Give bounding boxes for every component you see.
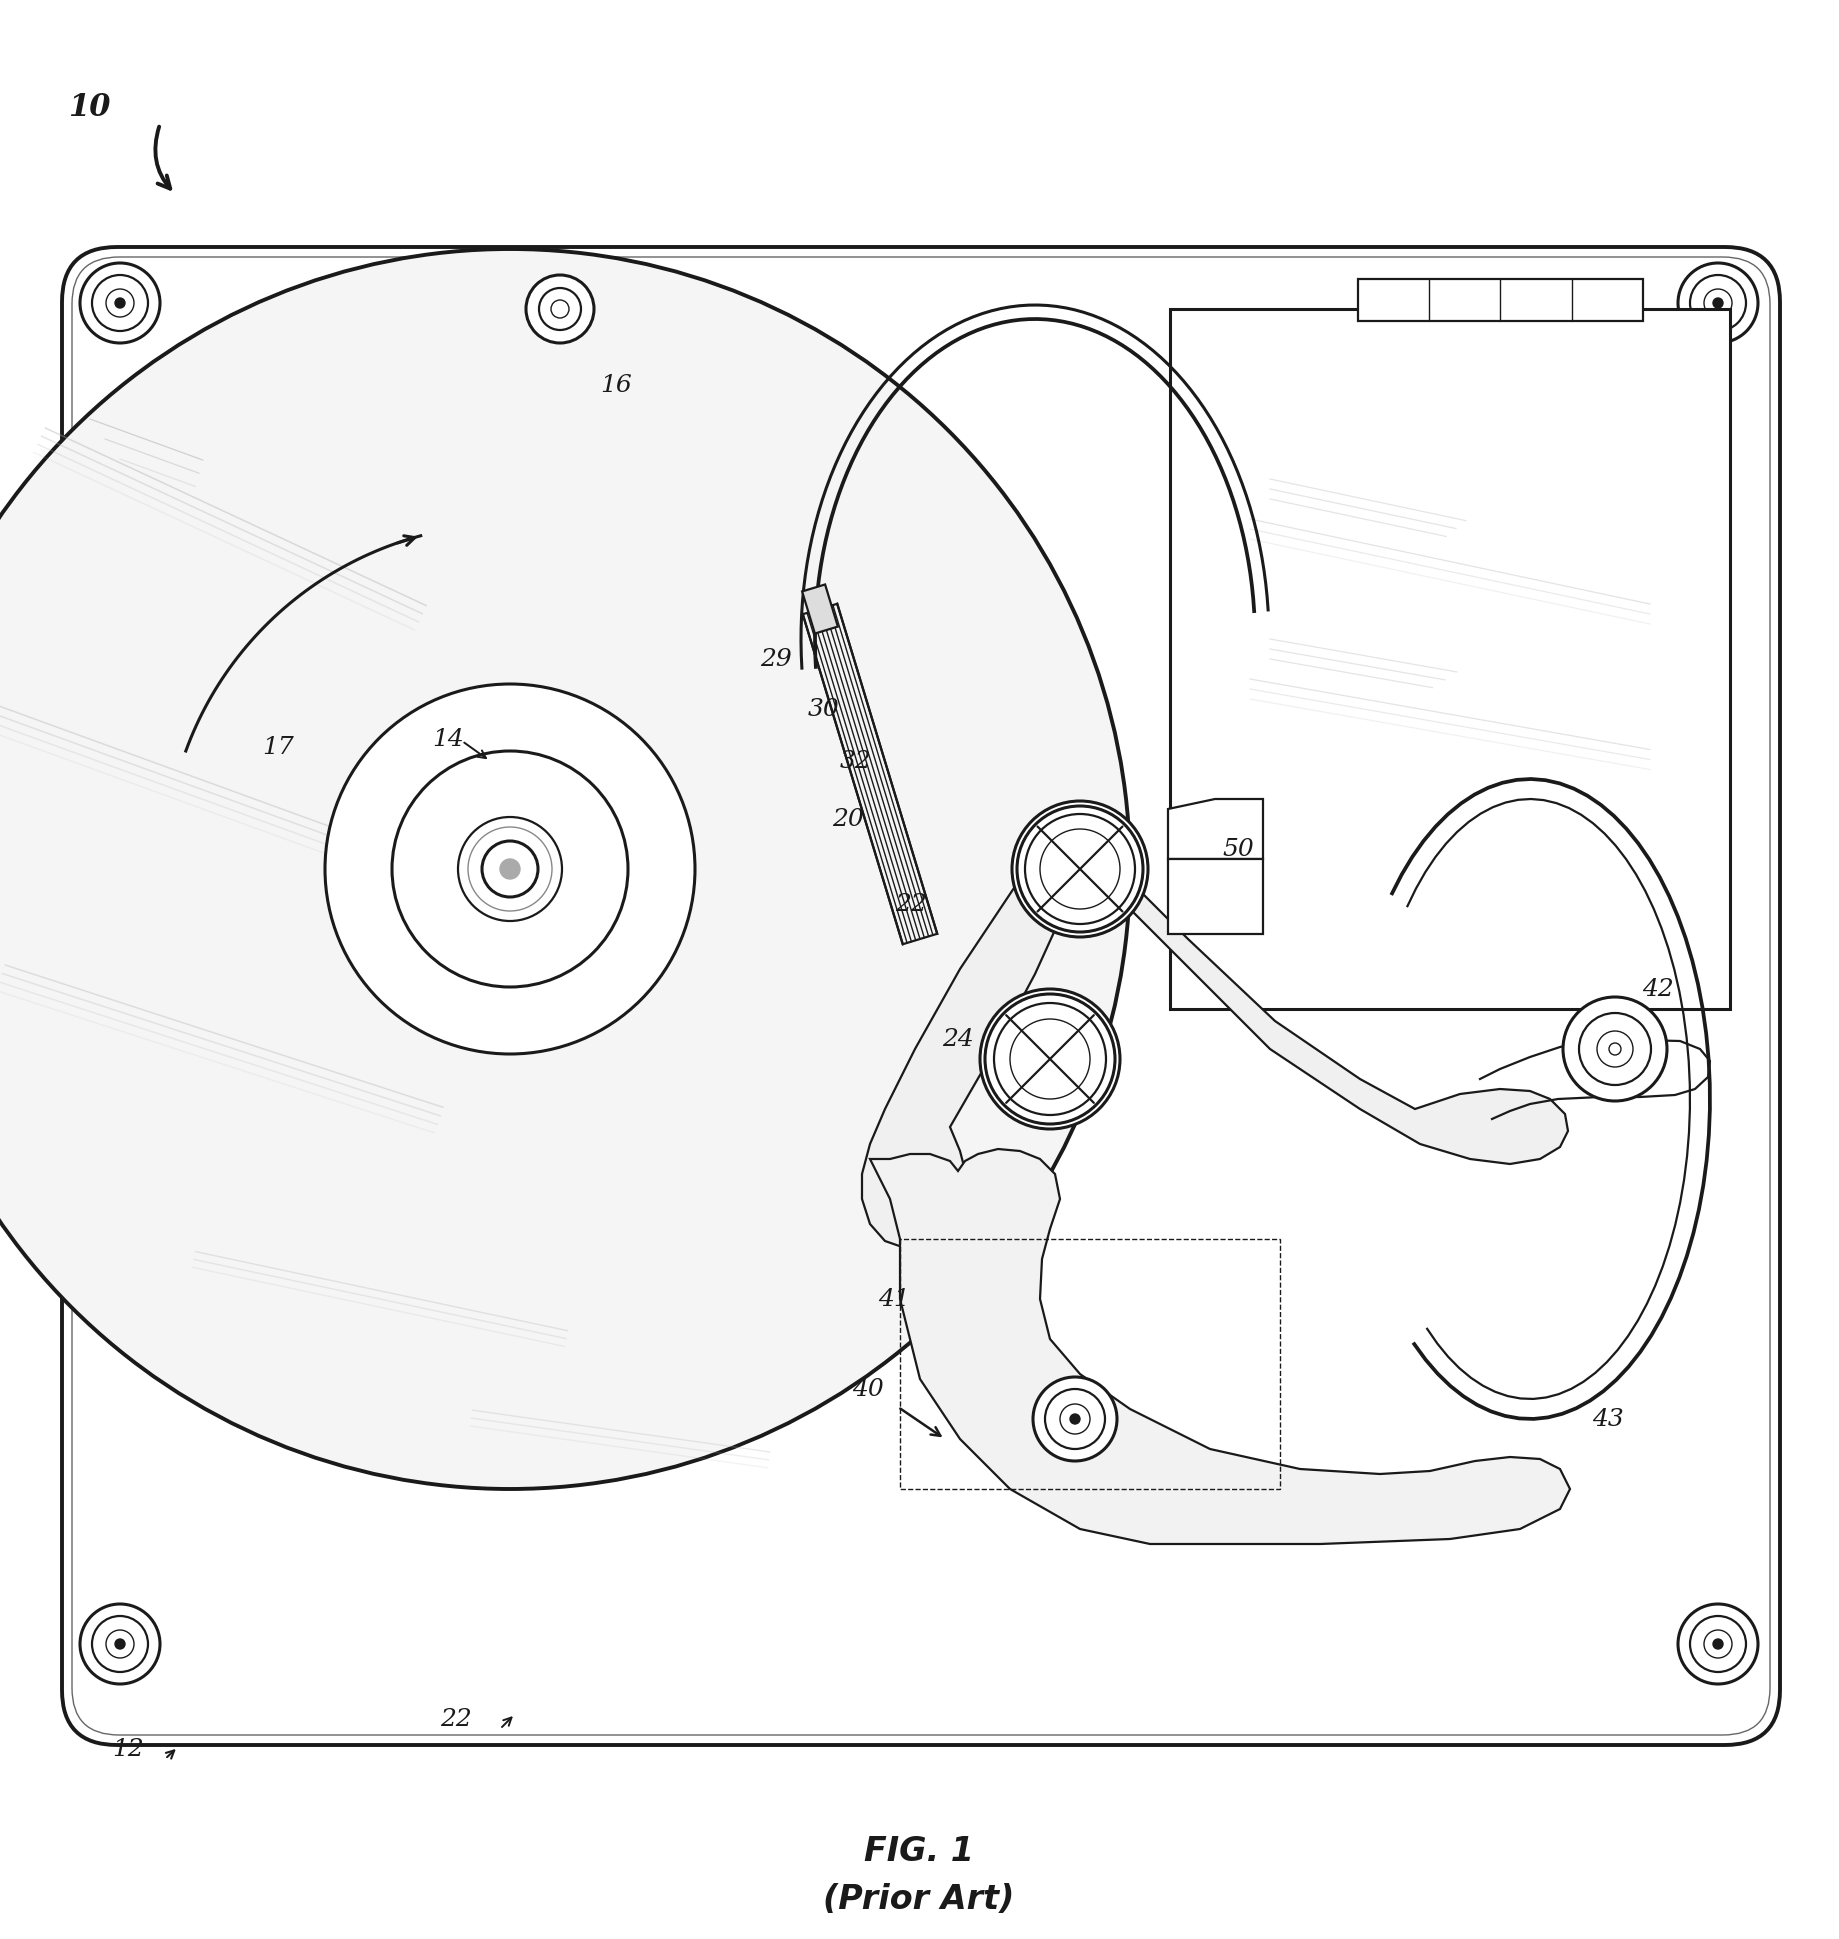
Circle shape xyxy=(1580,1014,1651,1086)
Circle shape xyxy=(1045,1388,1105,1448)
Circle shape xyxy=(539,289,581,332)
Circle shape xyxy=(0,250,1129,1489)
Text: 50: 50 xyxy=(1221,838,1254,861)
Circle shape xyxy=(92,1617,147,1671)
Circle shape xyxy=(116,299,125,308)
Circle shape xyxy=(92,275,147,332)
Circle shape xyxy=(1609,1043,1620,1055)
Circle shape xyxy=(1041,830,1120,909)
Circle shape xyxy=(458,818,563,921)
Circle shape xyxy=(1010,1020,1091,1099)
Circle shape xyxy=(1690,275,1745,332)
Text: 43: 43 xyxy=(1593,1408,1624,1431)
Circle shape xyxy=(1034,1377,1116,1462)
Polygon shape xyxy=(1168,799,1263,859)
Circle shape xyxy=(81,264,160,343)
Circle shape xyxy=(107,289,134,318)
FancyBboxPatch shape xyxy=(63,248,1780,1745)
Text: 42: 42 xyxy=(1642,977,1673,1001)
Circle shape xyxy=(1705,289,1732,318)
Polygon shape xyxy=(862,820,1078,1249)
Circle shape xyxy=(392,752,627,987)
Text: 30: 30 xyxy=(807,698,840,721)
Circle shape xyxy=(526,275,594,343)
Circle shape xyxy=(1059,1404,1091,1435)
Circle shape xyxy=(326,684,695,1055)
Text: 29: 29 xyxy=(760,648,793,671)
Text: 32: 32 xyxy=(840,750,872,774)
Text: 14: 14 xyxy=(432,729,463,750)
Bar xyxy=(1168,859,1263,935)
Circle shape xyxy=(1011,801,1148,938)
Text: 22: 22 xyxy=(440,1708,473,1732)
Text: 17: 17 xyxy=(261,737,294,758)
Circle shape xyxy=(995,1004,1105,1115)
Bar xyxy=(1357,279,1642,322)
Circle shape xyxy=(107,1631,134,1658)
Circle shape xyxy=(980,989,1120,1128)
Circle shape xyxy=(1070,1414,1079,1425)
Circle shape xyxy=(1690,1617,1745,1671)
Circle shape xyxy=(482,842,539,898)
Circle shape xyxy=(1024,814,1135,925)
Circle shape xyxy=(81,1604,160,1685)
Text: 20: 20 xyxy=(831,809,864,832)
Circle shape xyxy=(1596,1032,1633,1068)
Text: FIG. 1: FIG. 1 xyxy=(864,1834,975,1867)
Circle shape xyxy=(1712,299,1723,308)
Circle shape xyxy=(500,859,520,880)
Text: 40: 40 xyxy=(851,1379,885,1400)
Bar xyxy=(1170,310,1730,1010)
Text: (Prior Art): (Prior Art) xyxy=(824,1883,1015,1916)
Text: 10: 10 xyxy=(68,93,110,124)
Circle shape xyxy=(1705,1631,1732,1658)
Polygon shape xyxy=(870,1150,1571,1543)
Polygon shape xyxy=(1061,820,1569,1165)
Text: 16: 16 xyxy=(600,374,633,396)
Circle shape xyxy=(1677,264,1758,343)
Text: 24: 24 xyxy=(942,1028,973,1051)
Circle shape xyxy=(552,301,568,318)
Circle shape xyxy=(116,1638,125,1650)
Text: 12: 12 xyxy=(112,1737,143,1761)
Circle shape xyxy=(1563,997,1666,1101)
Circle shape xyxy=(1712,1638,1723,1650)
Polygon shape xyxy=(802,586,839,634)
Text: 41: 41 xyxy=(877,1287,910,1311)
Text: 22: 22 xyxy=(896,894,927,915)
Circle shape xyxy=(1677,1604,1758,1685)
